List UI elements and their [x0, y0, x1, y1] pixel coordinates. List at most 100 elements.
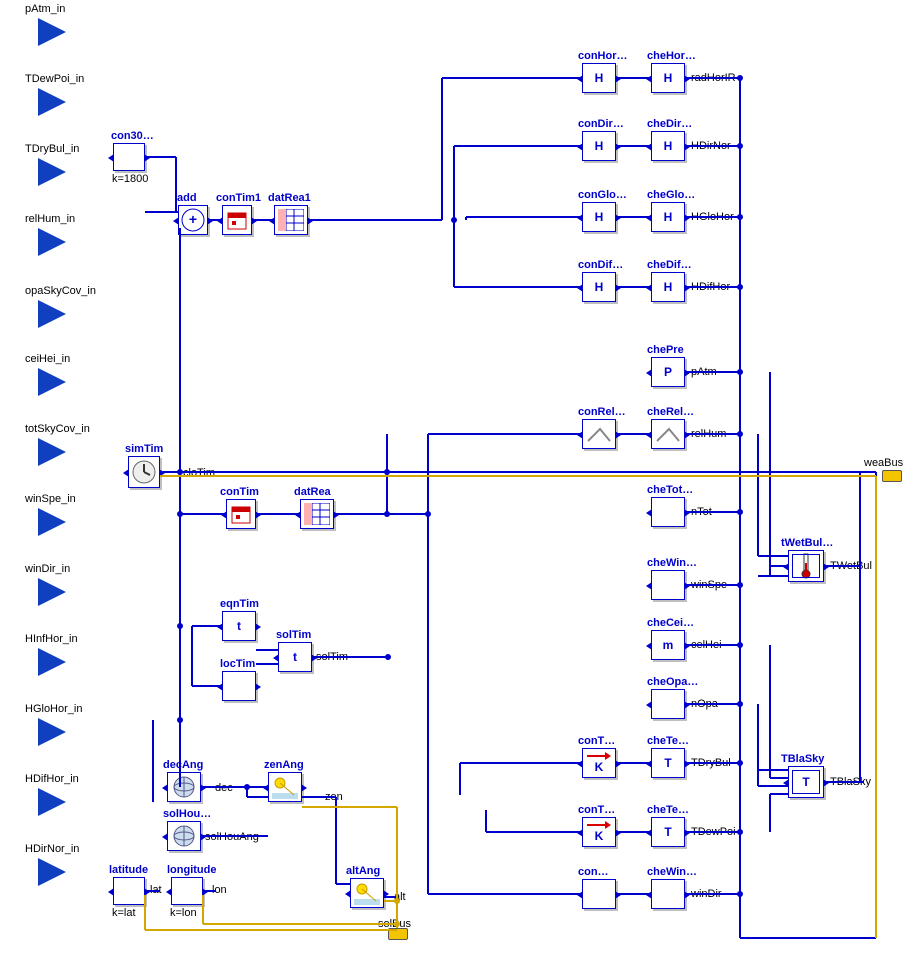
contim1-block[interactable] — [222, 205, 252, 235]
chetot-block[interactable] — [651, 497, 685, 527]
condir-block[interactable]: H — [582, 131, 616, 161]
chepre-block[interactable]: P — [651, 357, 685, 387]
solhou-block[interactable] — [167, 821, 201, 851]
contim-block[interactable] — [226, 499, 256, 529]
wire — [180, 513, 226, 515]
wire — [203, 923, 397, 925]
chepre-block-title: chePre — [647, 344, 684, 356]
solhou-block-title: solHou… — [163, 808, 211, 820]
input-port-opaSkyCov_in — [38, 300, 66, 328]
chewin-block[interactable] — [651, 570, 685, 600]
chete1-block[interactable]: T — [651, 748, 685, 778]
junction-dot — [737, 143, 743, 149]
chewin2-block-title: cheWin… — [647, 866, 697, 878]
cont2-block[interactable]: K — [582, 817, 616, 847]
conrel-block-title: conRel… — [578, 406, 626, 418]
datrea-block[interactable] — [300, 499, 334, 529]
longitude-block-title: longitude — [167, 864, 217, 876]
condif-block[interactable]: H — [582, 272, 616, 302]
chedir-block[interactable]: H — [651, 131, 685, 161]
wire — [302, 806, 397, 808]
wire — [466, 216, 582, 218]
wire — [179, 228, 181, 720]
altang-block[interactable] — [350, 878, 384, 908]
wire — [256, 663, 278, 665]
wire — [203, 890, 216, 892]
wire — [685, 511, 740, 513]
wire — [201, 835, 268, 837]
conhor-block-title: conHor… — [578, 50, 628, 62]
cherel-block-title: cheRel… — [647, 406, 694, 418]
input-port-ceiHei_in — [38, 368, 66, 396]
cheopa-block[interactable] — [651, 689, 685, 719]
cheglo-block[interactable]: H — [651, 202, 685, 232]
twetbul-block[interactable] — [788, 550, 824, 582]
wire — [685, 703, 740, 705]
input-label-relHum_in: relHum_in — [25, 213, 75, 225]
soltim-block[interactable]: t — [278, 642, 312, 672]
wire — [685, 216, 740, 218]
loctim-block[interactable] — [222, 671, 256, 701]
chewin2-block[interactable] — [651, 879, 685, 909]
wire — [175, 157, 177, 212]
chehor-block[interactable]: H — [651, 63, 685, 93]
latitude-block[interactable] — [113, 877, 145, 905]
signal-label: weaBus — [864, 457, 903, 469]
junction-dot — [737, 642, 743, 648]
eqntim-block[interactable]: t — [222, 611, 256, 641]
conrel-block[interactable] — [582, 419, 616, 449]
junction-dot — [737, 75, 743, 81]
decang-block[interactable] — [167, 772, 201, 802]
chewin-block-title: cheWin… — [647, 557, 697, 569]
chehor-block-title: cheHor… — [647, 50, 696, 62]
wire — [312, 656, 388, 658]
input-label-HInfHor_in: HInfHor_in — [25, 633, 78, 645]
svg-text:+: + — [189, 211, 197, 227]
wire — [616, 286, 651, 288]
junction-dot — [385, 654, 391, 660]
input-label-TDewPoi_in: TDewPoi_in — [25, 73, 84, 85]
zenang-block[interactable] — [268, 772, 302, 802]
longitude-block[interactable] — [171, 877, 203, 905]
contim-block-title: conTim — [220, 486, 259, 498]
wire — [758, 785, 788, 787]
input-port-winSpe_in — [38, 508, 66, 536]
conglo-block-title: conGlo… — [578, 189, 627, 201]
chedif-block[interactable]: H — [651, 272, 685, 302]
wire — [454, 286, 582, 288]
soltim-block-title: solTim — [276, 629, 311, 641]
wire — [685, 433, 740, 435]
wire — [758, 769, 788, 771]
con30-block[interactable] — [113, 143, 145, 171]
datrea-block-title: datRea — [294, 486, 331, 498]
input-port-pAtm_in — [38, 18, 66, 46]
conhor-block[interactable]: H — [582, 63, 616, 93]
conglo-block[interactable]: H — [582, 202, 616, 232]
input-port-HGloHor_in — [38, 718, 66, 746]
wire — [428, 433, 582, 435]
wire — [758, 575, 788, 577]
cherel-block[interactable] — [651, 419, 685, 449]
wire — [152, 720, 154, 802]
cont2-block-title: conT… — [578, 804, 615, 816]
add-block[interactable]: + — [178, 205, 208, 235]
datrea1-block[interactable] — [274, 205, 308, 235]
chedif-block-title: cheDif… — [647, 259, 692, 271]
cont1-block[interactable]: K — [582, 748, 616, 778]
junction-dot — [737, 369, 743, 375]
junction-dot — [394, 898, 400, 904]
wire — [396, 807, 398, 928]
input-label-ceiHei_in: ceiHei_in — [25, 353, 70, 365]
wire — [485, 810, 487, 832]
con-block-title: con… — [578, 866, 609, 878]
condir-block-title: conDir… — [578, 118, 624, 130]
decang-block-title: decAng — [163, 759, 203, 771]
simtim-block[interactable] — [128, 456, 160, 488]
tblasky-block[interactable]: T — [788, 766, 824, 798]
chete2-block[interactable]: T — [651, 817, 685, 847]
add-block-title: add — [177, 192, 197, 204]
con-block[interactable] — [582, 879, 616, 909]
checei-block[interactable]: m — [651, 630, 685, 660]
junction-dot — [425, 511, 431, 517]
wire — [757, 434, 759, 556]
